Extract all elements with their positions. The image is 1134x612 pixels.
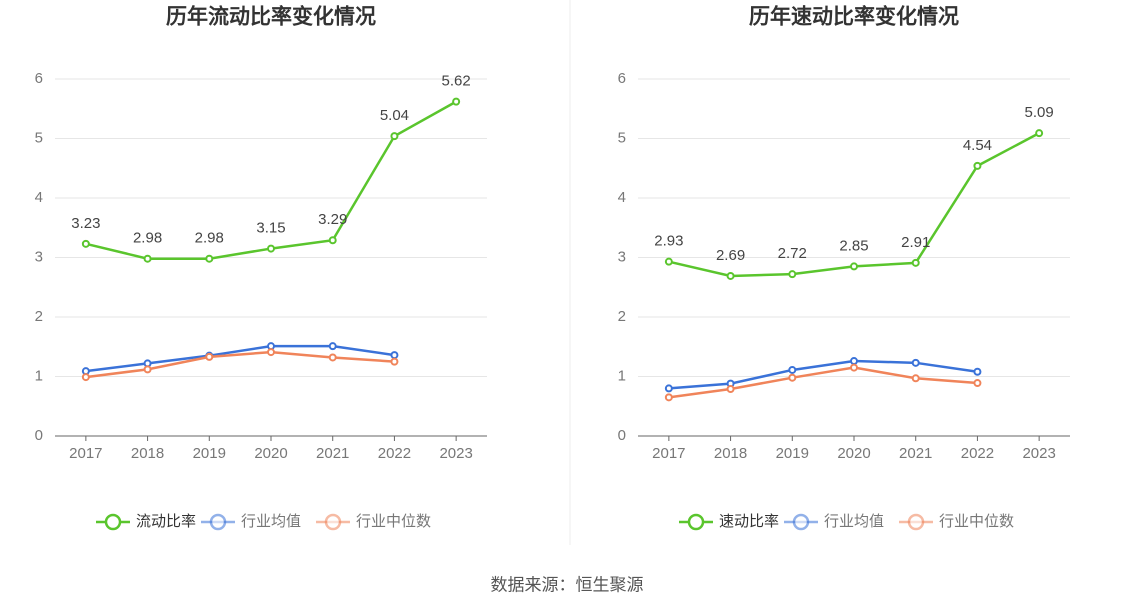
y-tick-label: 0 [618,427,626,444]
data-point [267,348,275,357]
legend-label: 行业均值 [241,513,301,530]
legend-marker [324,513,342,531]
data-point [664,393,673,402]
data-label: 2.98 [195,230,224,247]
y-tick-label: 5 [35,129,43,146]
data-point [664,384,673,393]
x-tick-label: 2022 [378,445,411,462]
data-point [973,367,982,376]
y-tick-label: 3 [35,248,43,265]
y-tick-label: 4 [35,189,43,206]
data-point [788,365,797,374]
series-line [85,344,395,373]
data-point [911,374,920,383]
data-point [81,239,90,248]
y-tick-label: 0 [35,427,43,444]
data-point [390,357,399,366]
data-label: 2.85 [839,237,868,254]
legend-marker [104,513,122,531]
data-point [328,236,337,245]
data-point [328,353,337,362]
legend-marker [792,513,810,531]
legend-marker [907,513,925,531]
y-tick-label: 1 [35,367,43,384]
data-point [143,365,152,374]
x-tick-label: 2018 [714,445,747,462]
x-tick-label: 2018 [131,445,164,462]
legend-marker [687,513,705,531]
data-point [143,254,152,263]
data-label: 4.54 [963,137,992,154]
data-point [788,373,797,382]
legend-marker [209,513,227,531]
series-line [85,350,395,379]
data-label: 3.23 [71,215,100,232]
data-point [726,384,735,393]
data-point [788,270,797,279]
x-tick-label: 2022 [961,445,994,462]
data-point [850,357,858,366]
x-tick-label: 2017 [69,445,102,462]
y-tick-label: 4 [618,189,626,206]
data-label: 2.69 [716,247,745,264]
legend-label: 行业均值 [824,513,884,530]
legend-label: 流动比率 [136,513,196,530]
x-tick-label: 2019 [776,445,809,462]
data-point [911,358,920,367]
data-label: 2.91 [901,234,930,251]
data-point [850,363,858,372]
data-label: 3.15 [256,220,285,237]
y-tick-label: 3 [618,248,626,265]
data-label: 5.62 [442,73,471,90]
data-point [205,352,214,361]
data-point [328,342,337,351]
data-point [1035,129,1044,138]
data-point [973,161,982,170]
data-point [726,271,735,280]
data-point [390,351,399,360]
data-point [267,244,275,253]
data-point [973,379,982,388]
source-note: 数据来源：恒生聚源 [491,575,644,594]
data-point [911,258,920,267]
x-tick-label: 2023 [1022,445,1055,462]
data-point [81,373,90,382]
series-line [668,366,978,399]
data-point [452,97,461,106]
data-point [664,257,673,266]
data-point [850,262,858,271]
data-label: 2.98 [133,230,162,247]
y-tick-label: 5 [618,129,626,146]
data-label: 5.04 [380,107,409,124]
x-tick-label: 2020 [254,445,287,462]
data-point [390,132,399,141]
legend-label: 行业中位数 [356,513,431,530]
x-tick-label: 2021 [899,445,932,462]
y-tick-label: 1 [618,367,626,384]
series-line [668,359,978,390]
data-label: 5.09 [1025,104,1054,121]
x-tick-label: 2021 [316,445,349,462]
data-label: 2.72 [778,245,807,262]
legend-label: 行业中位数 [939,513,1014,530]
data-point [205,254,214,263]
chart-title: 历年流动比率变化情况 [166,5,376,29]
data-label: 3.29 [318,211,347,228]
legend-label: 速动比率 [719,513,779,530]
y-tick-label: 2 [618,308,626,325]
y-tick-label: 6 [35,70,43,87]
x-tick-label: 2023 [439,445,472,462]
x-tick-label: 2020 [837,445,870,462]
x-tick-label: 2019 [193,445,226,462]
y-tick-label: 2 [35,308,43,325]
data-label: 2.93 [654,233,683,250]
y-tick-label: 6 [618,70,626,87]
chart-title: 历年速动比率变化情况 [749,5,959,29]
x-tick-label: 2017 [652,445,685,462]
